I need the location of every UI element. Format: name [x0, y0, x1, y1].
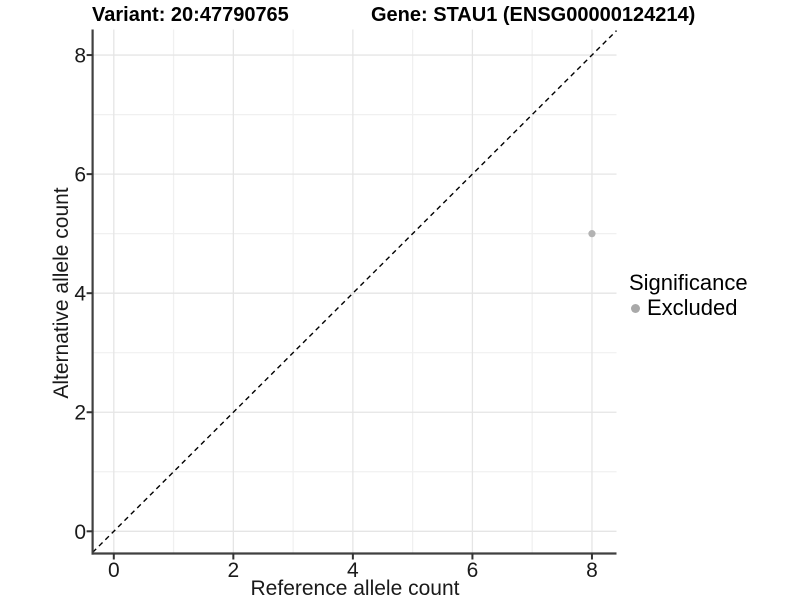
excluded-point-icon [631, 303, 640, 313]
x-axis-label: Reference allele count [250, 577, 460, 600]
legend-entry-label: Excluded [647, 295, 738, 320]
gene-title: Gene: STAU1 (ENSG00000124214) [371, 4, 696, 26]
y-axis-label: Alternative allele count [50, 187, 73, 399]
y-tick-label: 8 [74, 45, 86, 68]
x-tick-label: 8 [586, 559, 598, 582]
y-tick-label: 2 [74, 402, 86, 425]
legend-entry: Excluded [629, 296, 748, 320]
variant-title: Variant: 20:47790765 [92, 4, 289, 26]
legend-title: Significance [629, 270, 748, 295]
data-point [588, 230, 596, 238]
x-tick-label: 4 [347, 559, 359, 582]
x-tick-label: 0 [108, 559, 120, 582]
y-tick-label: 0 [74, 521, 86, 544]
identity-line [92, 30, 617, 553]
y-tick-label: 4 [74, 283, 86, 306]
x-tick-label: 2 [227, 559, 239, 582]
x-tick-label: 6 [467, 559, 479, 582]
legend: Significance Excluded [629, 270, 748, 320]
y-tick-label: 6 [74, 164, 86, 187]
